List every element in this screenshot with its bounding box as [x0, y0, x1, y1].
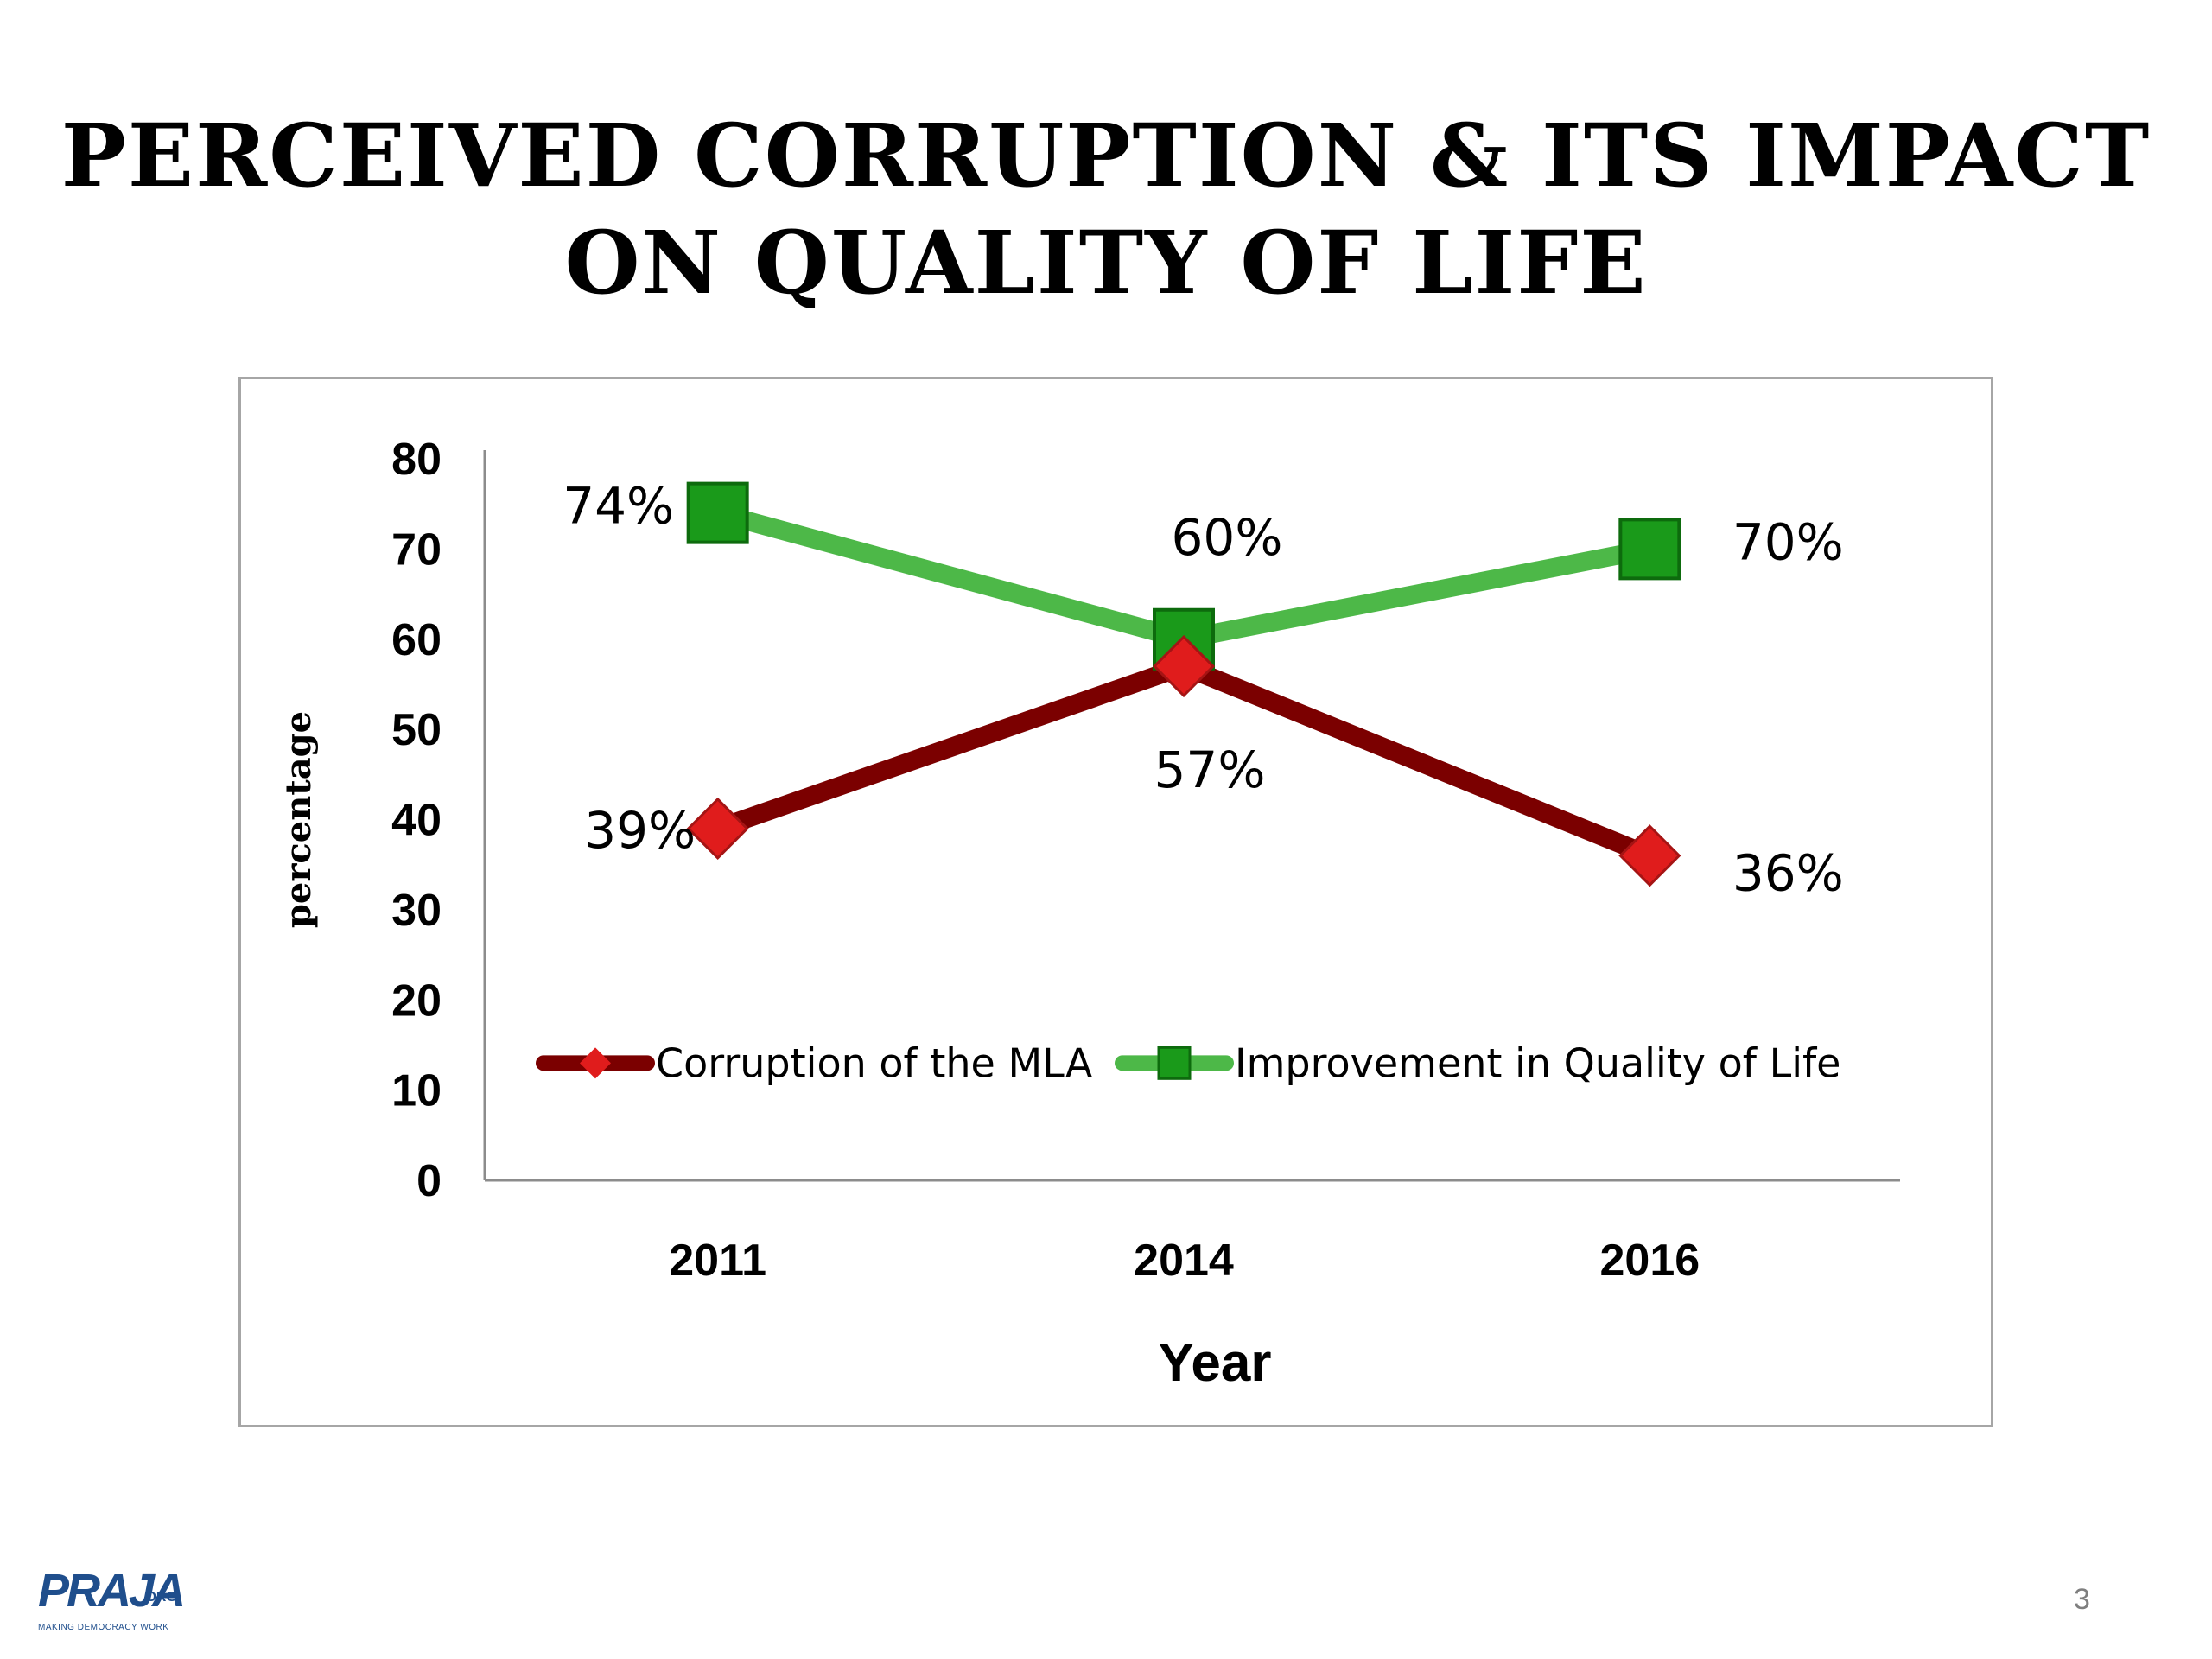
praja-logo: PRAJA .ORG MAKING DEMOCRACY WORK [35, 1547, 190, 1642]
data-label: 39% [584, 801, 696, 860]
x-tick-label: 2011 [669, 1236, 766, 1286]
data-label: 74% [563, 477, 674, 536]
series-2-marker-square [1618, 518, 1681, 581]
y-tick-label: 80 [391, 435, 442, 485]
slide-title-line-2: ON QUALITY OF LIFE [564, 212, 1648, 314]
series-2-marker-square [686, 481, 749, 544]
y-axis-title: percentage [278, 711, 319, 928]
page-number: 3 [2074, 1583, 2090, 1616]
y-tick-label: 10 [391, 1066, 442, 1116]
series-1-marker-diamond [686, 797, 749, 861]
y-tick-label: 0 [416, 1156, 442, 1206]
data-label: 60% [1172, 508, 1283, 567]
data-label: 70% [1732, 512, 1844, 571]
y-tick-label: 70 [391, 524, 442, 575]
logo-tagline: MAKING DEMOCRACY WORK [38, 1623, 169, 1632]
slide-title-line-1: PERCEIVED CORRUPTION & ITS IMPACT [60, 105, 2152, 207]
series-1-marker-diamond [1152, 634, 1216, 698]
data-label: 57% [1154, 741, 1266, 799]
logo-suffix: .ORG [142, 1590, 177, 1605]
legend-label-2: Improvement in Quality of Life [1235, 1039, 1840, 1086]
data-label: 36% [1732, 843, 1844, 902]
slide-title: PERCEIVED CORRUPTION & ITS IMPACT ON QUA… [0, 102, 2212, 316]
y-tick-label: 50 [391, 705, 442, 755]
x-tick-label: 2016 [1599, 1236, 1700, 1286]
y-tick-label: 60 [391, 615, 442, 665]
legend-marker-diamond [580, 1047, 611, 1079]
legend-label-1: Corruption of the MLA [656, 1039, 1093, 1086]
chart-frame: 0 10 20 30 40 50 60 70 80 2011 2014 2016 Year percent… [238, 377, 1993, 1427]
line-chart: 0 10 20 30 40 50 60 70 80 2011 2014 2016 Year percent… [278, 435, 1900, 1393]
logo-text: PRAJA [38, 1565, 186, 1617]
x-tick-label: 2014 [1134, 1236, 1234, 1286]
y-tick-label: 20 [391, 976, 442, 1026]
y-tick-label: 30 [391, 886, 442, 936]
y-tick-label: 40 [391, 796, 442, 846]
x-axis-title: Year [1158, 1333, 1271, 1393]
legend-marker-square [1157, 1046, 1192, 1080]
series-1-marker-diamond [1618, 824, 1681, 887]
